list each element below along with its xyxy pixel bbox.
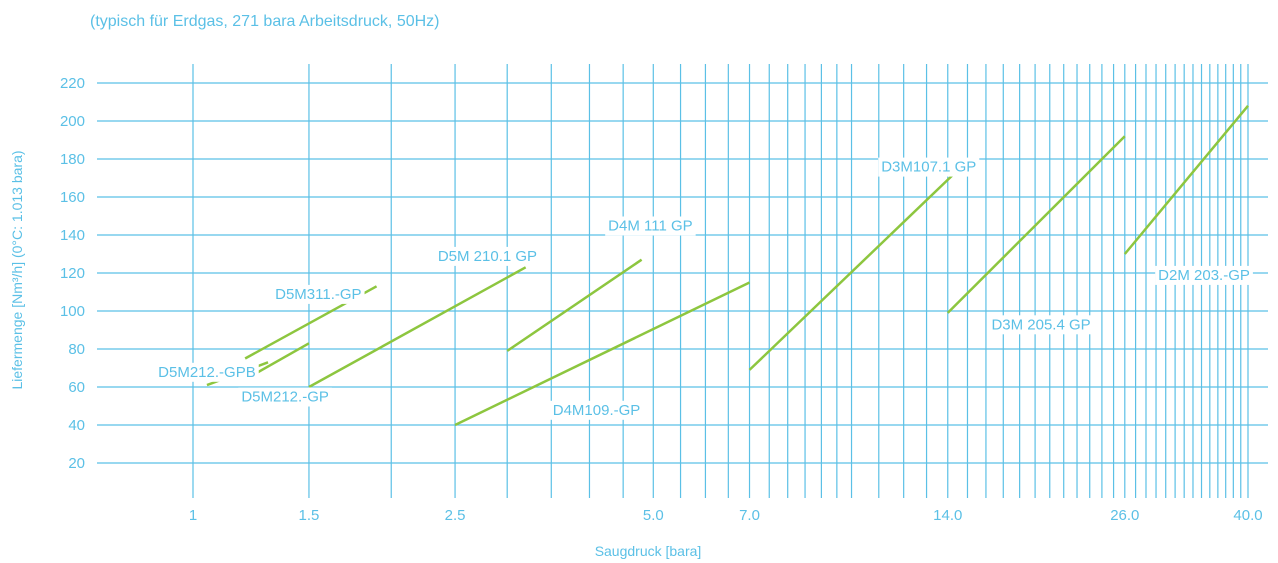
series-line [454,281,751,427]
series-label-bg [1155,265,1253,285]
series-line [1123,105,1249,255]
series-label-text: D5M212.-GPB [158,364,256,381]
series-label-text: D4M109.-GP [553,402,641,419]
y-axis-label: Liefermenge [Nm³/h] (0°C: 1.013 bara) [9,150,25,389]
series-line [946,135,1126,314]
series-labels: D5M212.-GPB D5M212.-GP D5M311.-GP D5M 210.1… [155,157,1253,420]
series-label-text: D5M212.-GP [241,389,329,406]
y-tick-label: 140 [60,227,85,244]
y-tick-labels: 20 40 60 80 100 120 140 160 180 200 220 [60,75,85,472]
series-label-text: D5M311.-GP [275,286,361,303]
x-tick-labels: 1 1.5 2.5 5.0 7.0 14.0 26.0 40.0 [189,507,1263,524]
grid [97,64,1268,498]
series-label-bg [549,400,644,420]
x-tick-label: 14.0 [933,507,962,524]
series-label: D5M311.-GP [272,284,365,304]
series-line [748,159,969,371]
series-label: D5M212.-GPB [155,362,259,382]
y-tick-label: 60 [68,379,85,396]
x-tick-label: 1.5 [299,507,320,524]
series-label-text: D4M 111 GP [608,218,692,235]
x-tick-label: 26.0 [1110,507,1139,524]
x-tick-label: 5.0 [643,507,664,524]
series-label-text: D3M 205.4 GP [991,316,1090,333]
series-label-bg [988,315,1094,335]
y-tick-label: 20 [68,455,85,472]
y-tick-label: 160 [60,189,85,206]
series-label-bg [238,387,332,407]
y-tick-label: 120 [60,265,85,282]
y-tick-label: 80 [68,341,85,358]
y-tick-label: 180 [60,151,85,168]
series-label-text: D3M107.1 GP [881,159,976,176]
series-line [308,266,527,389]
series-label-bg [434,246,541,266]
y-tick-label: 100 [60,303,85,320]
x-tick-label: 2.5 [445,507,466,524]
x-tick-label: 7.0 [739,507,760,524]
y-tick-label: 40 [68,417,85,434]
x-tick-label: 1 [189,507,197,524]
x-tick-label: 40.0 [1233,507,1262,524]
series-label-bg [272,284,365,304]
series-label: D5M212.-GP [238,387,332,407]
series-label-bg [155,362,259,382]
chart-subtitle: (typisch für Erdgas, 271 bara Arbeitsdru… [90,13,440,30]
series-label-text: D5M 210.1 GP [438,248,537,265]
series-lines [206,105,1249,427]
series-label: D3M 205.4 GP [988,315,1094,335]
series-label: D4M109.-GP [549,400,644,420]
y-tick-label: 200 [60,113,85,130]
series-line [506,258,643,352]
series-label-bg [605,216,696,236]
series-label: D2M 203.-GP [1155,265,1253,285]
y-tick-label: 220 [60,75,85,92]
series-label: D3M107.1 GP [878,157,980,177]
series-label-bg [878,157,980,177]
x-axis-label: Saugdruck [bara] [595,543,702,559]
series-label: D5M 210.1 GP [434,246,541,266]
series-label-text: D2M 203.-GP [1158,267,1250,284]
series-label: D4M 111 GP [605,216,696,236]
